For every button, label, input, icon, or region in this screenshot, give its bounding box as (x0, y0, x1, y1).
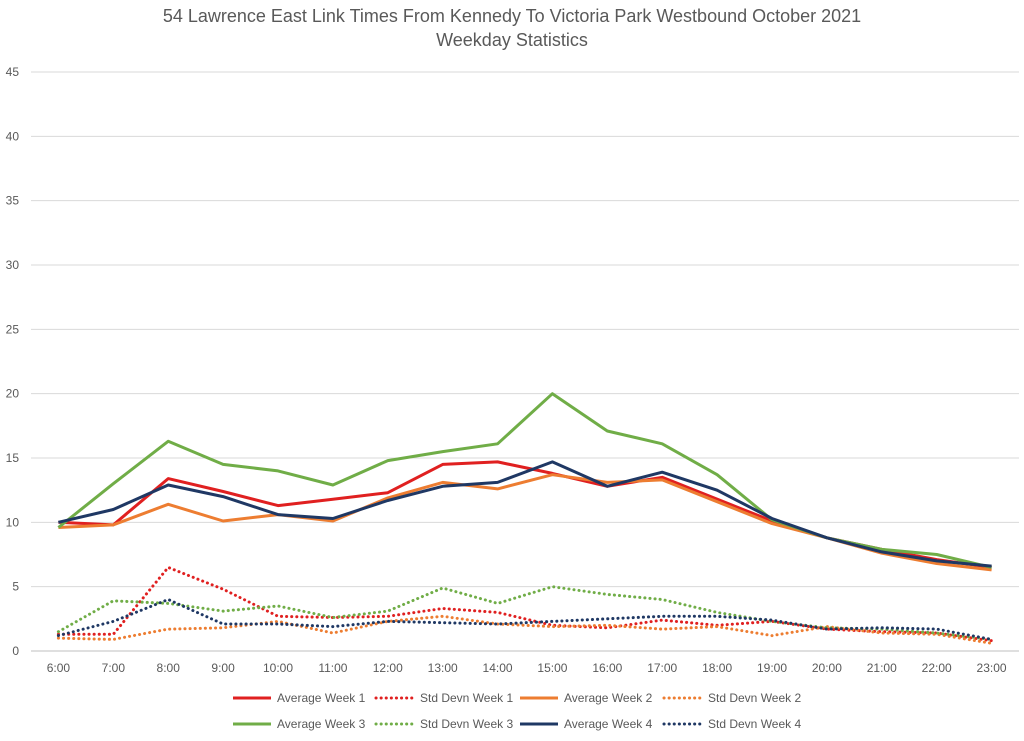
legend-item: Average Week 4 (520, 717, 653, 731)
y-tick-label: 5 (12, 580, 19, 594)
y-tick-label: 30 (6, 258, 20, 272)
x-tick-label: 23:00 (977, 661, 1007, 675)
legend-item: Std Devn Week 1 (374, 691, 513, 705)
x-tick-label: 15:00 (537, 661, 567, 675)
x-axis-ticks: 6:00 7:00 8:00 9:00 10:00 11:00 12:00 13:00 14:0… (47, 661, 1007, 675)
y-tick-label: 35 (6, 194, 20, 208)
x-tick-label: 19:00 (757, 661, 787, 675)
y-tick-label: 40 (6, 129, 20, 143)
x-tick-label: 16:00 (592, 661, 622, 675)
x-tick-label: 14:00 (483, 661, 513, 675)
chart-subtitle: Weekday Statistics (436, 30, 588, 50)
legend-item: Average Week 1 (233, 691, 366, 705)
gridlines (31, 71, 1019, 652)
x-tick-label: 9:00 (211, 661, 235, 675)
x-tick-label: 12:00 (373, 661, 403, 675)
legend-label: Average Week 4 (564, 717, 653, 731)
x-tick-label: 21:00 (867, 661, 897, 675)
y-tick-label: 20 (6, 387, 20, 401)
x-tick-label: 18:00 (702, 661, 732, 675)
x-tick-label: 11:00 (318, 661, 347, 675)
series-lines (56, 392, 994, 645)
legend-label: Std Devn Week 4 (708, 717, 801, 731)
x-tick-label: 10:00 (263, 661, 293, 675)
legend-item: Std Devn Week 2 (662, 691, 801, 705)
legend-label: Std Devn Week 3 (420, 717, 513, 731)
legend-label: Average Week 3 (277, 717, 366, 731)
legend-item: Std Devn Week 3 (374, 717, 513, 731)
x-tick-label: 17:00 (647, 661, 677, 675)
y-tick-label: 15 (6, 451, 20, 465)
y-tick-label: 10 (6, 515, 20, 529)
x-tick-label: 22:00 (922, 661, 952, 675)
legend-label: Std Devn Week 2 (708, 691, 801, 705)
x-tick-label: 20:00 (812, 661, 842, 675)
series-line-7 (58, 460, 992, 568)
y-tick-label: 0 (12, 644, 19, 658)
legend-item: Average Week 2 (520, 691, 653, 705)
x-tick-label: 7:00 (102, 661, 126, 675)
y-tick-label: 25 (6, 322, 20, 336)
x-tick-label: 8:00 (157, 661, 181, 675)
legend-label: Average Week 1 (277, 691, 366, 705)
chart-title: 54 Lawrence East Link Times From Kennedy… (162, 6, 862, 26)
y-axis-ticks: 0 5 10 15 20 25 30 35 40 45 (6, 65, 20, 658)
legend-label: Average Week 2 (564, 691, 653, 705)
chart-title-block: 54 Lawrence East Link Times From Kennedy… (0, 4, 1024, 52)
legend: Average Week 1 Std Devn Week 1 Average Wee… (233, 691, 801, 731)
x-tick-label: 6:00 (47, 661, 71, 675)
legend-item: Std Devn Week 4 (662, 717, 801, 731)
series-line-8 (56, 598, 994, 641)
legend-item: Average Week 3 (233, 717, 366, 731)
y-tick-label: 45 (6, 65, 20, 79)
series-line-2 (56, 565, 994, 643)
legend-label: Std Devn Week 1 (420, 691, 513, 705)
x-tick-label: 13:00 (428, 661, 458, 675)
